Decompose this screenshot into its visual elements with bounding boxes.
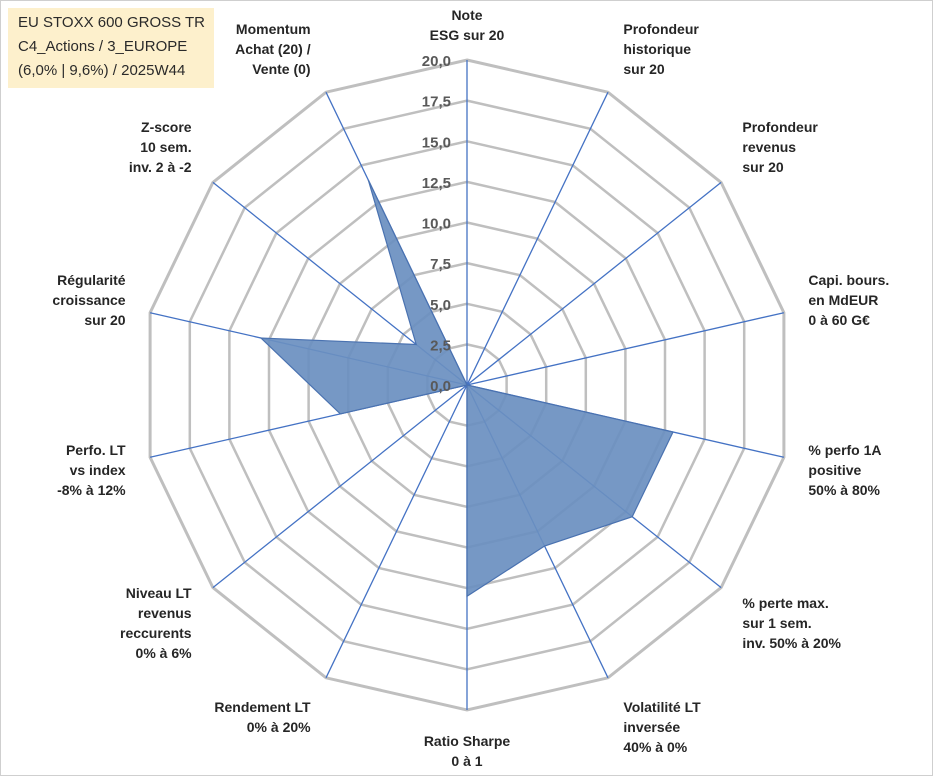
radar-series-area — [259, 179, 674, 598]
axis-label: en MdEUR — [808, 292, 878, 308]
axis-label: reccurents — [120, 625, 192, 641]
axis-label: 0 à 1 — [451, 753, 482, 769]
axis-label: -8% à 12% — [57, 482, 126, 498]
axis-spoke — [466, 91, 609, 386]
axis-label: 40% à 0% — [623, 739, 687, 755]
axis-label: sur 20 — [623, 61, 664, 77]
axis-label: Note — [451, 7, 482, 23]
axis-label: sur 20 — [84, 312, 125, 328]
axis-spoke — [466, 181, 722, 386]
axis-label: Profondeur — [742, 119, 818, 135]
tick-label: 20,0 — [422, 53, 451, 70]
axis-spoke — [466, 312, 785, 386]
chart-title-line-2: C4_Actions / 3_EUROPE — [18, 38, 188, 55]
radar-axis-labels: Note ESG sur 20 Profondeur historique sur 20… — [52, 7, 889, 769]
chart-title-box: EU STOXX 600 GROSS TR C4_Actions / 3_EUR… — [8, 8, 214, 88]
axis-label: revenus — [138, 605, 192, 621]
tick-label: 15,0 — [422, 134, 451, 151]
axis-label: % perte max. — [742, 595, 828, 611]
tick-label: 0,0 — [430, 378, 451, 395]
axis-label: Rendement LT — [214, 699, 311, 715]
tick-label: 5,0 — [430, 297, 451, 314]
axis-label: croissance — [52, 292, 125, 308]
axis-label: Z-score — [141, 119, 192, 135]
axis-label: Vente (0) — [252, 61, 310, 77]
axis-label: positive — [808, 462, 861, 478]
tick-label: 2,5 — [430, 337, 451, 354]
axis-label: Capi. bours. — [808, 272, 889, 288]
axis-label: Perfo. LT — [66, 442, 126, 458]
chart-title-line-1: EU STOXX 600 GROSS TR — [18, 14, 206, 31]
axis-label: 0 à 60 G€ — [808, 312, 870, 328]
axis-label: 10 sem. — [140, 139, 191, 155]
axis-label: Niveau LT — [126, 585, 192, 601]
tick-label: 17,5 — [422, 94, 451, 111]
chart-title-line-3: (6,0% | 9,6%) / 2025W44 — [18, 62, 186, 79]
axis-label: revenus — [742, 139, 796, 155]
axis-label: Momentum — [236, 21, 311, 37]
axis-spoke — [325, 384, 468, 679]
axis-label: Profondeur — [623, 21, 699, 37]
axis-label: 0% à 20% — [247, 719, 311, 735]
tick-label: 10,0 — [422, 216, 451, 233]
axis-label: Volatilité LT — [623, 699, 701, 715]
axis-label: % perfo 1A — [808, 442, 881, 458]
axis-label: ESG sur 20 — [430, 27, 505, 43]
axis-label: 0% à 6% — [136, 645, 193, 661]
axis-label: inv. 50% à 20% — [742, 635, 841, 651]
axis-spoke — [212, 384, 468, 589]
axis-label: inv. 2 à -2 — [129, 159, 192, 175]
axis-label: historique — [623, 41, 691, 57]
axis-label: Achat (20) / — [235, 41, 311, 57]
axis-label: sur 20 — [742, 159, 783, 175]
axis-label: Ratio Sharpe — [424, 733, 511, 749]
tick-label: 12,5 — [422, 175, 451, 192]
axis-label: 50% à 80% — [808, 482, 880, 498]
tick-label: 7,5 — [430, 256, 451, 273]
radar-tick-labels: 0,0 2,5 5,0 7,5 10,0 12,5 15,0 17,5 20,0 — [422, 53, 451, 395]
axis-label: inversée — [623, 719, 680, 735]
series-area — [259, 179, 674, 598]
axis-label: sur 1 sem. — [742, 615, 811, 631]
axis-label: vs index — [70, 462, 126, 478]
axis-label: Régularité — [57, 272, 126, 288]
